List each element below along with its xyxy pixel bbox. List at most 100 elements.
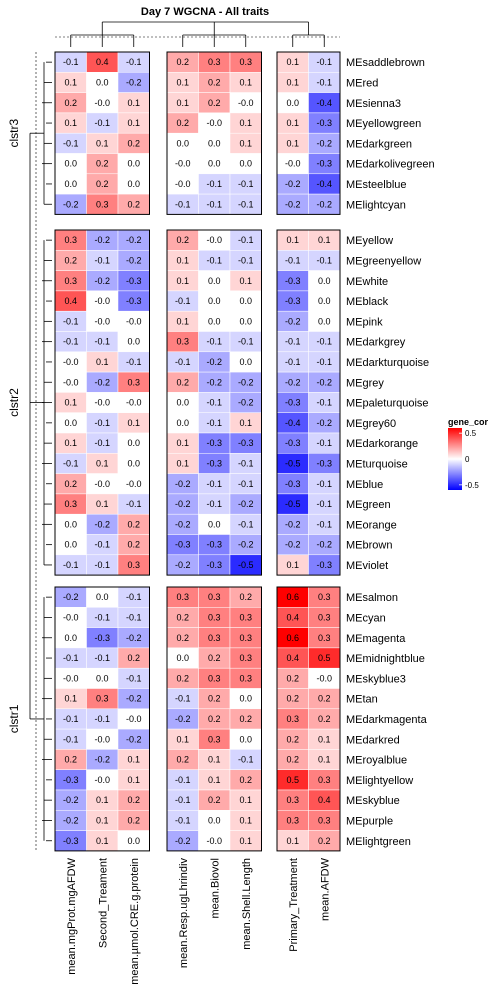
row-dendrogram	[29, 52, 52, 850]
cell-value-label: -0.3	[316, 118, 332, 128]
cell-value-label: -0.2	[285, 519, 301, 529]
cell-value-label: -0.4	[316, 179, 332, 189]
row-label: MEdarkorange	[346, 438, 418, 450]
cell-value-label: 0.0	[127, 337, 140, 347]
cell-value-label: 0.1	[64, 438, 77, 448]
cell-value-label: 0.3	[208, 57, 221, 67]
row-label: MEviolet	[346, 560, 388, 572]
group-border	[166, 51, 262, 215]
row-label: MEskyblue	[346, 795, 400, 807]
row-label: MEdarkmagenta	[346, 714, 428, 726]
cell-value-label: 0.1	[64, 118, 77, 128]
row-labels: MEsaddlebrown MEred MEsienna3 MEyellowgreen…	[346, 57, 435, 848]
cell-value-label: -0.3	[285, 276, 301, 286]
cell-value-label: -0.0	[206, 235, 222, 245]
cell-value-label: -0.1	[94, 653, 110, 663]
cell-value-label: -0.0	[94, 479, 110, 489]
cell-value-label: 0.1	[64, 398, 77, 408]
cell-value-label: 0.0	[127, 179, 140, 189]
cell-value-label: 0.3	[208, 673, 221, 683]
column-labels: mean.mgProt.mgAFDW Second_Treament mean.µm…	[66, 857, 332, 984]
row-label: MEyellow	[346, 235, 393, 247]
cell-value-label: -0.2	[316, 418, 332, 428]
cell-value-label: -0.0	[94, 98, 110, 108]
row-label: MEskyblue3	[346, 673, 406, 685]
cell-value-label: -0.3	[206, 540, 222, 550]
cell-value-label: 0.1	[239, 795, 252, 805]
cell-value-label: -0.3	[285, 296, 301, 306]
row-label: MEmidnightblue	[346, 653, 425, 665]
cell-value-label: 0.0	[208, 296, 221, 306]
cell-value-label: 0.1	[239, 138, 252, 148]
cell-value-label: 0.0	[64, 179, 77, 189]
cell-value-label: -0.1	[175, 296, 191, 306]
row-label: MEbrown	[346, 540, 392, 552]
cell-value-label: 0.0	[64, 633, 77, 643]
row-label: MEgrey60	[346, 418, 396, 430]
cell-value-label: -0.1	[63, 57, 79, 67]
cell-value-label: 0.2	[176, 755, 189, 765]
cell-value-label: 0.1	[239, 815, 252, 825]
cell-value-label: -0.1	[238, 458, 254, 468]
cell-value-label: 0.0	[239, 159, 252, 169]
cell-value-label: -0.1	[175, 775, 191, 785]
cell-value-label: -0.3	[94, 633, 110, 643]
cell-value-label: -0.1	[94, 255, 110, 265]
cell-value-label: 0.0	[239, 734, 252, 744]
cell-value-label: 0.0	[96, 673, 109, 683]
cell-value-label: -0.2	[94, 235, 110, 245]
cell-value-label: 0.2	[64, 479, 77, 489]
cell-value-label: -0.1	[63, 316, 79, 326]
cell-value-label: -0.0	[126, 398, 142, 408]
cell-value-label: -0.2	[126, 255, 142, 265]
cell-value-label: 0.0	[64, 418, 77, 428]
cell-value-label: 0.1	[176, 255, 189, 265]
cell-value-label: 0.2	[127, 540, 140, 550]
column-label: mean.µmol.CRE.g.protein	[129, 858, 141, 985]
cell-value-label: -0.3	[63, 836, 79, 846]
cell-value-label: -0.0	[63, 357, 79, 367]
row-label: MEroyalblue	[346, 755, 407, 767]
group-border	[166, 229, 262, 576]
cell-value-label: 0.3	[318, 775, 331, 785]
cell-value-label: -0.0	[94, 775, 110, 785]
cell-value-label: 0.5	[318, 653, 331, 663]
cell-value-label: 0.0	[127, 836, 140, 846]
cell-value-label: -0.2	[126, 694, 142, 704]
cell-value-label: 0.2	[127, 519, 140, 529]
cell-value-label: 0.3	[96, 199, 109, 209]
group-border	[166, 586, 262, 852]
cell-value-label: -0.1	[316, 57, 332, 67]
cell-value-label: -0.1	[238, 255, 254, 265]
cell-value-label: 0.3	[127, 377, 140, 387]
cell-value-label: -0.2	[285, 179, 301, 189]
cell-value-label: 0.3	[96, 694, 109, 704]
cell-value-label: -0.2	[63, 815, 79, 825]
cell-value-label: 0.1	[176, 438, 189, 448]
cell-value-label: -0.1	[63, 560, 79, 570]
cell-value-label: -0.0	[206, 118, 222, 128]
group-border	[276, 586, 341, 852]
cell-value-label: -0.3	[206, 458, 222, 468]
cell-value-label: 0.5	[286, 775, 299, 785]
cell-value-label: -0.3	[126, 276, 142, 286]
cell-value-label: 0.1	[176, 98, 189, 108]
cell-value-label: 0.3	[176, 337, 189, 347]
cell-value-label: -0.2	[285, 316, 301, 326]
group-border	[54, 51, 150, 215]
cell-value-label: -0.2	[175, 714, 191, 724]
cell-value-label: 0.1	[318, 755, 331, 765]
cell-value-label: -0.1	[94, 418, 110, 428]
cell-value-label: -0.1	[94, 118, 110, 128]
cell-value-label: -0.2	[206, 377, 222, 387]
cell-value-label: -0.1	[238, 519, 254, 529]
cell-value-label: 0.0	[208, 276, 221, 286]
cell-value-label: -0.0	[94, 734, 110, 744]
cell-value-label: -0.3	[238, 438, 254, 448]
cell-value-label: -0.2	[126, 235, 142, 245]
cell-value-label: 0.1	[127, 98, 140, 108]
cell-value-label: 0.1	[286, 560, 299, 570]
cell-value-label: 0.2	[176, 377, 189, 387]
cell-value-label: -0.1	[206, 199, 222, 209]
cell-value-label: -0.1	[94, 540, 110, 550]
